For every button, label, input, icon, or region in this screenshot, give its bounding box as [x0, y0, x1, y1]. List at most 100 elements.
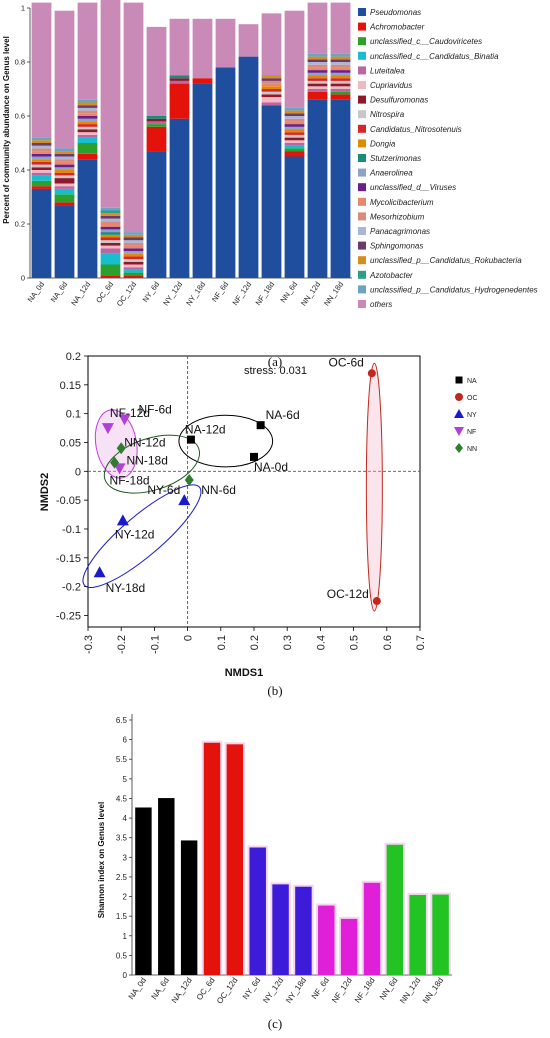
panel-a-bar-segment	[284, 145, 305, 149]
panel-a-bar-segment	[215, 67, 236, 279]
panel-c-caption: (c)	[268, 1016, 282, 1031]
panel-a-bar-segment	[307, 80, 328, 84]
panel-a-bar-segment	[77, 118, 98, 122]
panel-a-bar-segment	[284, 124, 305, 127]
panel-c-bar	[340, 918, 358, 975]
panel-b-point-triangle-down	[118, 414, 131, 426]
panel-a-bar-segment	[77, 159, 98, 278]
panel-a-x-tick-label: OC_12d	[115, 280, 138, 308]
panel-a-bar-segment	[123, 256, 144, 260]
panel-a-bar-segment	[123, 240, 144, 243]
panel-c-y-tick-label: 1.5	[116, 912, 128, 921]
panel-a-legend-swatch	[358, 241, 366, 250]
panel-a-legend-swatch	[358, 81, 366, 89]
panel-a-bar-segment	[261, 102, 282, 106]
panel-c-x-tick-label: NA_6d	[150, 976, 171, 1001]
panel-b-point-label: NN-18d	[127, 454, 168, 468]
panel-c-x-tick-label: NF_6d	[310, 976, 331, 1001]
panel-c-y-tick-label: 0	[123, 971, 128, 980]
panel-a-legend-label: Sphingomonas	[370, 242, 423, 251]
panel-b-x-tick-label: -0.1	[149, 635, 161, 654]
panel-a-legend-swatch	[358, 183, 366, 192]
panel-a-bar-segment	[123, 253, 144, 257]
panel-a-legend-swatch	[358, 22, 366, 31]
panel-b-legend-marker	[455, 393, 463, 401]
panel-b-point-label: NA-12d	[185, 423, 226, 437]
panel-b-x-tick-label: -0.3	[83, 635, 95, 654]
panel-b-ellipse-oc	[365, 362, 383, 612]
panel-a-bar-segment	[123, 261, 144, 265]
panel-a-bar-segment	[77, 134, 98, 138]
panel-a-bar-segment	[123, 264, 144, 268]
panel-a-legend-swatch	[358, 37, 366, 46]
panel-a-legend-label: Anaerolinea	[369, 169, 413, 178]
panel-a-legend-label: unclassified_p__Candidatus_Hydrogenedent…	[370, 285, 538, 294]
panel-b-y-tick-label: -0.1	[62, 524, 81, 536]
panel-a-bar-segment	[54, 167, 75, 170]
panel-a-y-tick-label: 0	[21, 274, 25, 283]
panel-c-x-tick-label: OC_6d	[195, 976, 217, 1002]
panel-a-ylabel: Percent of community abundance on Genus …	[2, 36, 11, 224]
panel-a-bar-segment	[77, 124, 98, 127]
panel-a-bar-segment	[169, 80, 190, 84]
panel-c-y-tick-label: 0.5	[116, 951, 128, 960]
panel-a-bar-segment	[330, 72, 351, 76]
panel-a-bar-segment	[100, 234, 121, 238]
panel-a-bar-segment	[77, 2, 98, 100]
panel-a-bar-segment	[31, 186, 52, 189]
panel-a-legend-swatch	[358, 270, 366, 279]
panel-a-bar-segment	[146, 121, 167, 125]
panel-a-caption: (a)	[268, 354, 282, 369]
panel-b-point-square	[250, 452, 258, 461]
panel-b-point-triangle-up	[116, 514, 129, 526]
panel-a-bar-segment	[100, 275, 121, 278]
panel-c-x-tick-label: NY_12d	[261, 976, 285, 1005]
panel-a-bar-segment	[169, 83, 190, 119]
panel-a-bar-segment	[284, 10, 305, 108]
panel-a-bar-segment	[77, 107, 98, 111]
panel-a-bar-segment	[330, 62, 351, 65]
panel-a-legend-label: unclassified_d__Viruses	[370, 183, 456, 192]
panel-a-bar-segment	[31, 188, 52, 278]
panel-a-bar-segment	[261, 80, 282, 84]
panel-a-bar-segment	[330, 99, 351, 278]
panel-a-bar-segment	[284, 116, 305, 119]
panel-a-bar-segment	[77, 110, 98, 114]
panel-a-x-tick-label: NN_18d	[322, 280, 345, 308]
panel-a-bar-segment	[284, 148, 305, 152]
panel-b-x-tick-label: 0.7	[415, 635, 427, 650]
panel-a-bar-segment	[146, 116, 167, 119]
panel-b-legend-marker	[454, 427, 464, 436]
panel-b-point-diamond	[110, 456, 120, 469]
panel-c-x-tick-label: NA_12d	[170, 976, 194, 1005]
panel-a-bar-segment	[100, 226, 121, 230]
panel-a-bar-segment	[100, 248, 121, 254]
panel-a-bar-segment	[31, 180, 52, 187]
panel-c-bar	[409, 894, 426, 975]
panel-a-bar-segment	[261, 78, 282, 81]
panel-b-legend-marker	[455, 443, 463, 453]
panel-a-bar-segment	[330, 91, 351, 95]
panel-b-point-triangle-down	[113, 463, 126, 475]
panel-c-bar	[432, 894, 449, 975]
panel-a-bar-segment	[54, 178, 75, 184]
panel-c-bar	[135, 807, 152, 975]
panel-a-legend-label: Azotobacter	[369, 271, 413, 280]
panel-b-x-tick-label: -0.2	[116, 635, 128, 654]
panel-a-x-tick-label: NF_12d	[230, 280, 253, 307]
panel-b-y-tick-label: 0	[75, 466, 81, 478]
panel-a-bar-segment	[330, 94, 351, 100]
panel-a-bar-segment	[307, 75, 328, 79]
panel-a-bar-segment	[307, 62, 328, 65]
panel-a-legend-swatch	[358, 212, 366, 221]
panel-b-point-label: NY-12d	[115, 527, 155, 541]
panel-a-bar-segment	[31, 170, 52, 173]
panel-a-bar-segment	[100, 245, 121, 249]
panel-a-legend-swatch	[358, 95, 366, 104]
panel-a-bar-segment	[307, 56, 328, 60]
panel-a-bar-segment	[100, 0, 121, 208]
panel-a-bars	[31, 0, 351, 279]
panel-a-x-tick-label: NY_12d	[161, 280, 184, 307]
panel-a-legend-swatch	[358, 300, 366, 308]
